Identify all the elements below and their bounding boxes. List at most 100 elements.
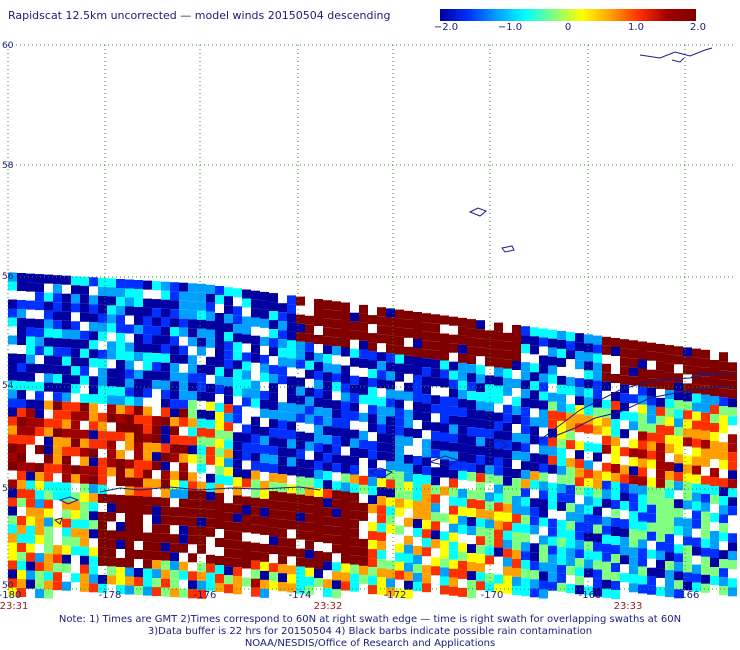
wind-cell [323,372,332,382]
wind-cell [566,476,575,486]
wind-cell [107,458,116,468]
wind-cell [719,514,728,524]
wind-cell [557,483,566,493]
wind-cell [89,502,98,512]
wind-cell [467,544,476,554]
wind-cell [269,419,278,429]
wind-cell [530,471,539,481]
wind-cell [566,584,575,594]
wind-cell [539,436,548,446]
wind-cell [206,437,215,447]
wind-cell [161,362,170,372]
wind-cell [44,508,53,518]
wind-cell [368,486,377,496]
wind-cell [188,454,197,464]
wind-cell [152,533,161,543]
wind-cell [710,450,719,459]
wind-cell [98,421,107,431]
wind-cell [350,519,359,529]
wind-cell [566,548,575,558]
wind-cell [584,370,593,380]
wind-cell [260,525,269,535]
wind-cell [665,525,674,535]
wind-cell [242,334,251,344]
wind-cell [143,334,152,344]
wind-cell [287,538,296,548]
wind-cell [422,502,431,512]
wind-cell [314,380,323,389]
wind-cell [422,511,431,521]
wind-cell [152,416,161,426]
wind-cell [179,435,188,445]
wind-cell [107,350,116,360]
wind-cell [8,452,17,462]
wind-cell [242,496,251,506]
wind-cell [233,306,242,316]
wind-cell [476,401,485,411]
wind-cell [224,422,233,432]
wind-cell [260,516,269,526]
wind-cell [368,369,377,379]
wind-cell [683,500,692,510]
wind-cell [611,581,620,590]
wind-cell [215,412,224,421]
wind-cell [17,417,26,426]
wind-cell [674,400,683,410]
wind-cell [89,529,98,539]
wind-cell [368,441,377,451]
wind-cell [53,311,62,321]
wind-cell [440,531,449,541]
wind-cell [647,495,656,505]
wind-cell [224,431,233,441]
wind-cell [44,499,53,509]
wind-cell [467,364,476,374]
wind-cell [314,362,323,371]
wind-cell [638,422,647,432]
wind-cell [107,503,116,513]
wind-cell [143,577,152,587]
wind-cell [206,446,215,456]
wind-cell [368,576,377,586]
wind-cell [728,560,737,570]
wind-cell [530,399,539,409]
wind-cell [431,494,440,504]
wind-cell [683,554,692,564]
wind-cell [188,391,197,401]
wind-cell [278,501,287,511]
wind-cell [80,330,89,340]
wind-cell [188,481,197,491]
wind-cell [647,441,656,451]
colorbar-label-min: −2.0 [433,22,459,33]
wind-cell [98,439,107,449]
wind-cell [593,443,602,453]
wind-cell [476,419,485,429]
wind-cell [314,443,323,452]
wind-cell [539,445,548,455]
wind-cell [683,482,692,492]
wind-cell [134,523,143,532]
wind-cell [116,360,125,369]
wind-cell [260,489,269,499]
wind-cell [170,327,179,337]
wind-cell [602,543,611,553]
coastline [639,47,713,59]
wind-cell [35,337,44,347]
wind-cell [431,440,440,450]
wind-cell [233,567,242,577]
wind-cell [80,546,89,556]
wind-cell [62,428,71,438]
wind-cell [557,447,566,457]
wind-cell [80,366,89,376]
wind-cell [674,445,683,455]
wind-cell [611,500,620,509]
wind-cell [242,559,251,569]
wind-cell [386,560,395,570]
wind-cell [314,479,323,488]
wind-cell [26,345,35,355]
wind-cell [728,461,737,471]
wind-cell [701,457,710,467]
wind-cell [116,396,125,405]
wind-cell [26,282,35,292]
wind-cell [449,343,458,353]
wind-cell [107,530,116,540]
